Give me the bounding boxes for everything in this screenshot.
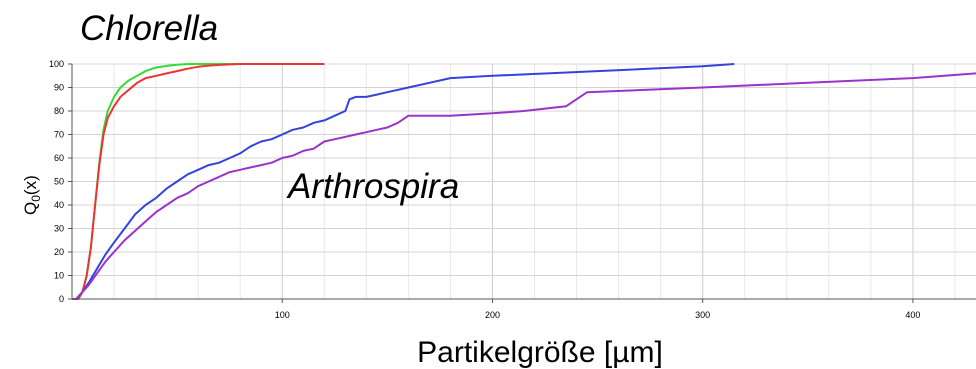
x-tick-label: 200 [485,310,500,320]
y-tick-label: 10 [54,271,64,281]
y-tick-label: 70 [54,130,64,140]
grid [72,63,976,300]
y-tick-label: 80 [54,106,64,116]
y-tick-label: 50 [54,177,64,187]
x-tick-label: 400 [905,310,920,320]
y-tick-label: 90 [54,83,64,93]
series-line-1 [72,63,325,300]
y-tick-label: 30 [54,224,64,234]
y-tick-label: 0 [59,294,64,304]
y-tick-label: 100 [49,59,64,69]
series-line-3 [72,72,976,300]
y-axis-title-suffix: (x) [21,175,40,195]
tick-labels: 0 10 20 30 40 50 60 70 80 90 100 100 200 300 400 [49,59,920,320]
x-axis-title: Partikelgröße [µm] [417,336,663,369]
axes [68,63,976,303]
y-axis-title-subscript: 0 [29,195,43,202]
y-tick-label: 20 [54,247,64,257]
y-tick-label: 60 [54,153,64,163]
annotation-arthrospira: Arthrospira [286,167,459,206]
y-axis-title: Q0(x) [21,175,43,215]
x-tick-label: 300 [695,310,710,320]
x-tick-label: 100 [275,310,290,320]
y-axis-title-main: Q [21,202,40,215]
series-layer [72,63,976,300]
series-line-2 [72,63,735,300]
annotation-chlorella: Chlorella [80,9,218,48]
y-tick-label: 40 [54,200,64,210]
